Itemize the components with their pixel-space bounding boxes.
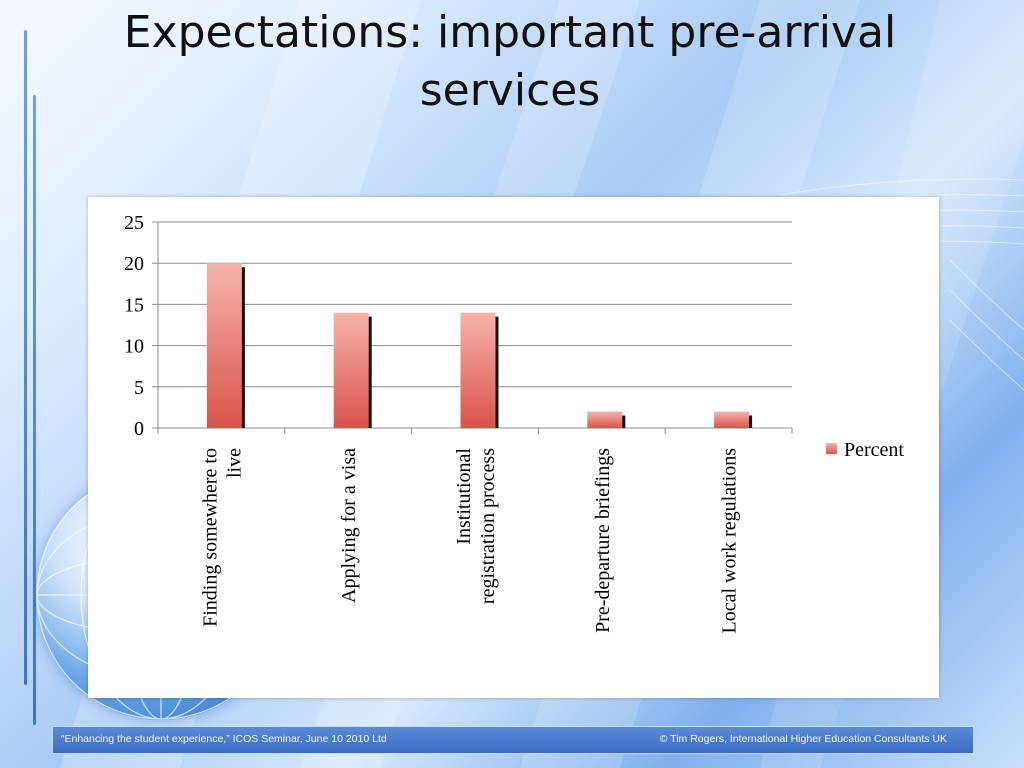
x-axis-category-labels: Finding somewhere to live Applying for a v…	[199, 448, 740, 634]
y-tick-label: 20	[124, 253, 144, 275]
bars	[206, 263, 753, 428]
bar-chart: 0 5 10 15 20 25 Finding somewhere to live Apply…	[124, 212, 904, 634]
legend: Percent	[826, 439, 904, 461]
decorative-vertical-line	[33, 95, 36, 725]
svg-text:Pre-departure briefings: Pre-departure briefings	[592, 448, 614, 633]
x-category-label: Finding somewhere to live	[199, 448, 245, 627]
x-category-label: Applying for a visa	[338, 448, 360, 603]
svg-text:Local work regulations: Local work regulations	[719, 448, 741, 634]
bar	[460, 312, 496, 428]
chart-panel: 0 5 10 15 20 25 Finding somewhere to live Apply…	[88, 197, 939, 698]
bar	[206, 263, 242, 428]
y-tick-label: 10	[124, 336, 144, 358]
y-tick-label: 0	[134, 418, 144, 440]
x-category-label: Local work regulations	[719, 448, 741, 634]
footer-seminar-text: “Enhancing the student experience,” ICOS…	[61, 733, 387, 745]
y-tick-label: 25	[124, 212, 144, 234]
decorative-vertical-line	[24, 30, 27, 685]
svg-text:Applying for a visa: Applying for a visa	[338, 448, 360, 603]
y-axis-tick-labels: 0 5 10 15 20 25	[124, 212, 144, 440]
y-tick-label: 5	[134, 377, 144, 399]
y-tick-label: 15	[124, 294, 144, 316]
bar	[714, 411, 750, 428]
x-axis-ticks	[157, 428, 793, 434]
x-category-label: Institutional registration process	[453, 448, 499, 605]
bar	[587, 411, 623, 428]
slide-footer: “Enhancing the student experience,” ICOS…	[52, 726, 974, 754]
legend-label: Percent	[844, 439, 904, 461]
x-category-label: Pre-departure briefings	[592, 448, 614, 633]
bar	[333, 312, 369, 428]
slide-title: Expectations: important pre-arrival serv…	[123, 7, 897, 116]
footer-copyright-text: © Tim Rogers, International Higher Educa…	[659, 733, 947, 745]
legend-swatch	[826, 443, 837, 454]
